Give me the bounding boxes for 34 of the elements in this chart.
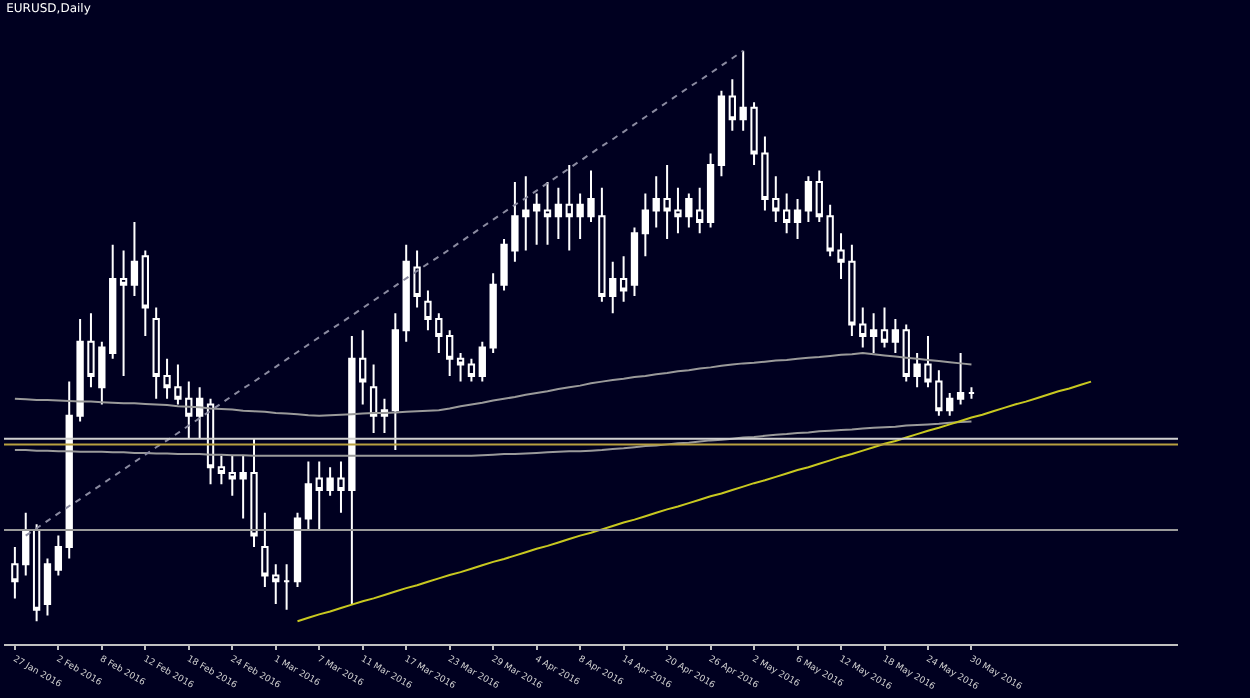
candlestick bbox=[728, 78, 736, 132]
candlestick bbox=[804, 175, 813, 223]
candlestick bbox=[967, 386, 976, 400]
candlestick bbox=[956, 352, 965, 406]
candlestick bbox=[282, 563, 291, 611]
candlestick bbox=[467, 357, 476, 383]
candlestick bbox=[554, 186, 563, 241]
candlestick bbox=[391, 312, 399, 452]
candlestick bbox=[869, 312, 878, 355]
candlestick bbox=[532, 192, 541, 246]
candlestick bbox=[54, 534, 63, 577]
candlestick bbox=[43, 557, 52, 617]
candlestick bbox=[641, 192, 650, 258]
candlestick bbox=[619, 255, 628, 303]
candlestick bbox=[891, 317, 900, 355]
candlestick bbox=[130, 220, 139, 298]
candlestick bbox=[478, 340, 486, 383]
candlestick bbox=[793, 198, 802, 241]
candlestick bbox=[446, 329, 454, 377]
candlestick bbox=[293, 511, 302, 588]
candlestick bbox=[196, 386, 204, 440]
candlestick bbox=[119, 249, 128, 377]
candlestick bbox=[717, 89, 726, 178]
candlestick bbox=[706, 152, 715, 229]
candlestick bbox=[543, 181, 552, 246]
candlestick bbox=[217, 454, 226, 486]
candlestick bbox=[141, 249, 149, 337]
candlestick bbox=[32, 523, 41, 623]
candlestick bbox=[783, 192, 791, 235]
candlestick bbox=[456, 352, 465, 383]
candlestick bbox=[369, 363, 378, 434]
candlestick bbox=[304, 460, 313, 531]
candlestick bbox=[630, 226, 639, 298]
candlestick bbox=[880, 306, 889, 349]
